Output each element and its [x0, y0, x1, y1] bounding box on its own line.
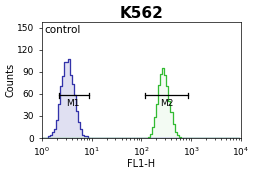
- X-axis label: FL1-H: FL1-H: [127, 159, 155, 169]
- Text: M1: M1: [66, 99, 80, 108]
- Text: control: control: [45, 26, 81, 36]
- Title: K562: K562: [119, 6, 163, 20]
- Y-axis label: Counts: Counts: [6, 63, 15, 97]
- Text: M2: M2: [160, 99, 173, 108]
